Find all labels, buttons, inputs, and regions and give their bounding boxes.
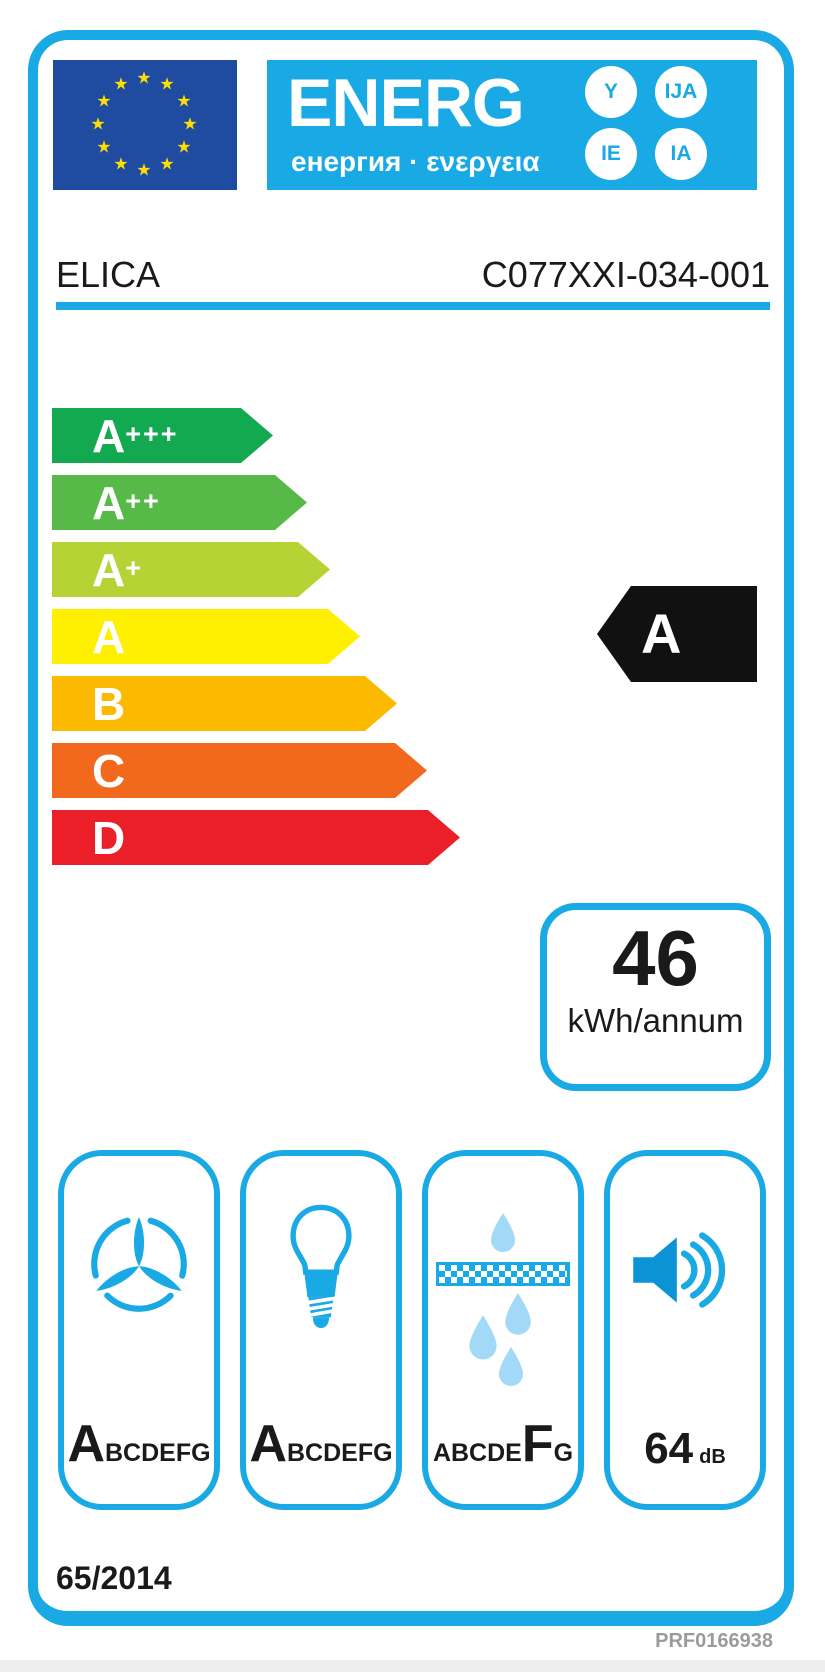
eu-star-icon: ★ [113,74,129,94]
energy-class-label: B [92,677,126,730]
grease-filtering-box: ABCDEFG [422,1150,584,1510]
energy-consumption-value: 46 [612,914,699,1002]
energy-consumption-unit: kWh/annum [567,1001,744,1039]
brand-divider [56,302,770,310]
energ-subtitle: енергия · ενεργεια [291,146,540,177]
class-big: A [249,1415,287,1473]
brand-name: ELICA [56,254,161,295]
energy-scale: A+++ A++ A+ A B C D [52,408,460,877]
eu-star-icon: ★ [159,154,175,174]
energy-class-label: D [92,811,126,864]
energ-badge-y: Y [585,66,637,118]
eu-star-icon: ★ [136,160,152,180]
energy-consumption-box: 46 kWh/annum [540,903,771,1091]
energy-class-bar-Aplus: A+ [52,542,330,597]
noise-value: 64 [644,1424,694,1473]
energ-badge-ia: IA [655,128,707,180]
eu-star-icon: ★ [96,137,112,157]
energy-class-bar-B: B [52,676,397,731]
eu-star-icon: ★ [90,114,106,134]
eu-star-icon: ★ [113,154,129,174]
energy-class-label: A++ [92,476,161,529]
lighting-class: ABCDEFG [246,1414,396,1474]
energy-class-bar-Aplusplus: A++ [52,475,307,530]
filter-bar [436,1262,570,1286]
eu-star-icon: ★ [136,68,152,88]
noise-box: 64 dB [604,1150,766,1510]
eu-star-icon: ★ [176,137,192,157]
grease-filtering-class: ABCDEFG [428,1414,578,1474]
bottom-strip [0,1660,825,1672]
regulation-number: 65/2014 [56,1560,172,1596]
energy-class-bar-Aplusplusplus: A+++ [52,408,273,463]
class-post: BCDEFG [105,1439,211,1467]
energy-class-label: A [92,610,126,663]
class-post: G [553,1439,574,1467]
rated-class-arrow: A [597,586,757,682]
energy-class-label: C [92,744,126,797]
model-number: C077XXI-034-001 [481,254,770,295]
class-big: F [521,1415,554,1473]
fan-icon [64,1208,214,1320]
fluid-dynamic-efficiency-box: ABCDEFG [58,1150,220,1510]
reference-code: PRF0166938 [655,1630,773,1652]
eu-flag: ★ ★ ★ ★ ★ ★ ★ ★ ★ ★ ★ ★ [53,60,237,190]
energy-class-label: A+ [92,543,144,596]
noise-level: 64 dB [610,1424,760,1474]
energy-class-label: A+++ [92,409,179,462]
eu-star-icon: ★ [159,74,175,94]
energ-badge-ija: IJA [655,66,707,118]
lighting-efficiency-box: ABCDEFG [240,1150,402,1510]
eu-star-icon: ★ [96,91,112,111]
noise-unit: dB [699,1446,726,1468]
energ-word: ENERG [287,65,525,141]
energy-class-bar-A: A [52,609,360,664]
class-pre: ABCDE [432,1439,522,1467]
energ-badge-ie: IE [585,128,637,180]
bulb-icon [246,1202,396,1337]
energ-logo-block: ENERG енергия · ενεργεια Y IJA IE IA [267,60,757,190]
speaker-icon [610,1224,760,1316]
energy-class-bar-D: D [52,810,460,865]
class-post: BCDEFG [287,1439,393,1467]
energy-class-bar-C: C [52,743,427,798]
class-big: A [67,1415,105,1473]
eu-star-icon: ★ [182,114,198,134]
fluid-dynamic-class: ABCDEFG [64,1414,214,1474]
rated-class-letter: A [641,602,682,665]
eu-star-icon: ★ [176,91,192,111]
